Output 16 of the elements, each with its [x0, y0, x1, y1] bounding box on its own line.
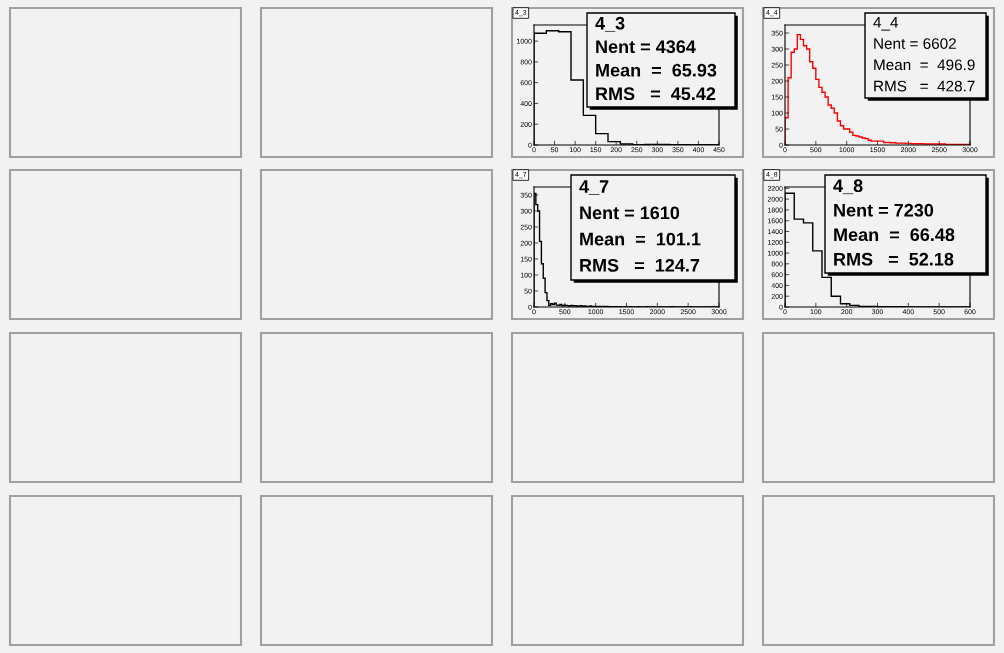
- annotation: RMS = 124.7: [580, 258, 700, 272]
- annotation: RMS = 52.18: [834, 252, 954, 266]
- annotation: 4_7: [579, 180, 609, 195]
- annotation: 4_8: [833, 179, 863, 195]
- annotation: 4_3: [595, 16, 625, 32]
- annotation: Mean = 65.93: [596, 63, 717, 77]
- annotation: Mean = 66.48: [834, 228, 955, 242]
- annotation: RMS = 428.7: [874, 80, 975, 92]
- annotation: Mean = 496.9: [874, 59, 975, 71]
- annotation: Nent = 7230: [834, 203, 934, 217]
- annotation: Mean = 101.1: [580, 232, 701, 246]
- annotation: 4_4: [873, 17, 899, 31]
- annotation: Nent = 1610: [580, 206, 680, 220]
- annotation: Nent = 6602: [874, 38, 956, 49]
- annotation: RMS = 45.42: [596, 87, 716, 101]
- annotation: Nent = 4364: [596, 40, 696, 54]
